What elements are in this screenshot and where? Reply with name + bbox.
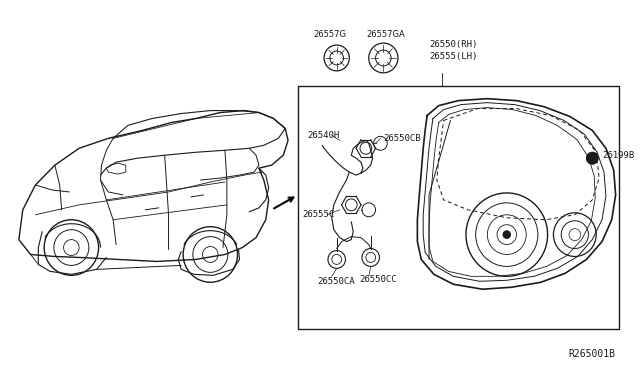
Text: 26550CB: 26550CB (383, 134, 421, 143)
Text: 26550CC: 26550CC (359, 275, 397, 284)
Circle shape (586, 152, 598, 164)
Text: 26555C: 26555C (303, 210, 335, 219)
Text: 26550CA: 26550CA (317, 277, 355, 286)
Text: 26199B: 26199B (602, 151, 634, 160)
Bar (298, 86, 618, 329)
Text: 26550(RH): 26550(RH) (429, 40, 477, 49)
Text: 26557GA: 26557GA (366, 30, 404, 39)
Circle shape (503, 231, 511, 238)
Text: 26557G: 26557G (314, 30, 346, 39)
Text: 26540H: 26540H (308, 131, 340, 140)
Text: 26555(LH): 26555(LH) (429, 52, 477, 61)
Text: R265001B: R265001B (568, 349, 616, 359)
